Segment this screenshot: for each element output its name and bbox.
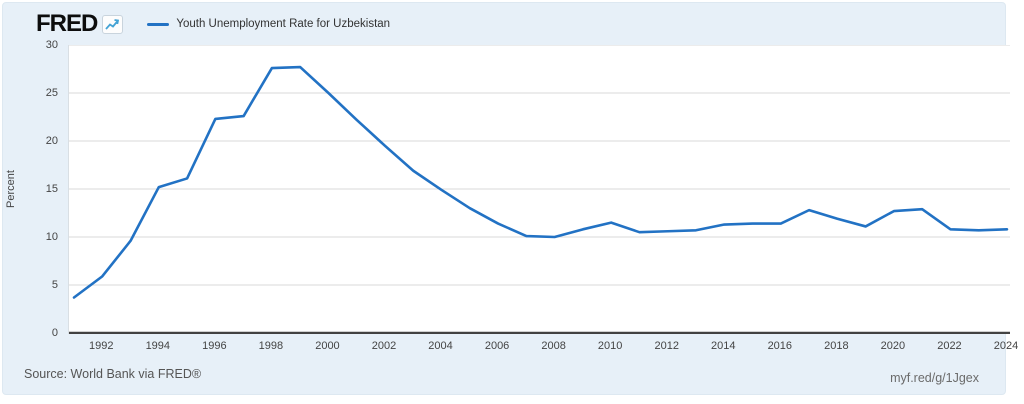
legend: Youth Unemployment Rate for Uzbekistan bbox=[147, 18, 390, 30]
x-tick-label: 1996 bbox=[202, 340, 227, 352]
gridlines bbox=[69, 45, 1010, 334]
y-tick-label: 15 bbox=[45, 182, 58, 195]
x-tick-label: 2010 bbox=[597, 340, 623, 352]
legend-line-swatch bbox=[147, 22, 170, 26]
x-tick-label: 1998 bbox=[258, 340, 284, 352]
permalink-url[interactable]: myf.red/g/1Jgex bbox=[890, 371, 979, 385]
x-tick-label: 2022 bbox=[937, 340, 962, 352]
y-tick-label: 0 bbox=[51, 326, 58, 339]
y-tick-label: 30 bbox=[45, 38, 58, 51]
data-line-series[interactable] bbox=[72, 65, 1009, 299]
fred-graph-icon[interactable] bbox=[102, 14, 124, 34]
chart-header: FRED Youth Unemployment Rate for Uzbekis… bbox=[36, 9, 390, 39]
source-attribution: Source: World Bank via FRED® bbox=[24, 367, 202, 381]
y-axis-title: Percent bbox=[5, 170, 17, 208]
x-tick-label: 2004 bbox=[428, 340, 453, 352]
mini-sparkline-icon bbox=[105, 18, 120, 30]
x-tick-label: 2016 bbox=[767, 340, 793, 352]
y-tick-label: 5 bbox=[51, 278, 58, 291]
x-tick-label: 2014 bbox=[711, 340, 736, 352]
x-tick-label: 2012 bbox=[654, 340, 679, 352]
fred-logo[interactable]: FRED bbox=[36, 10, 98, 37]
x-tick-label: 2024 bbox=[993, 340, 1019, 352]
x-tick-label: 1992 bbox=[89, 340, 114, 352]
fred-chart-widget: FRED Youth Unemployment Rate for Uzbekis… bbox=[2, 2, 1018, 395]
x-tick-label: 2020 bbox=[880, 340, 906, 352]
legend-series-label[interactable]: Youth Unemployment Rate for Uzbekistan bbox=[176, 18, 391, 30]
chart-plot-area[interactable] bbox=[68, 45, 1010, 334]
x-tick-label: 1994 bbox=[145, 340, 171, 352]
x-tick-label: 2002 bbox=[371, 340, 397, 352]
y-tick-label: 25 bbox=[45, 86, 58, 99]
x-tick-label: 2000 bbox=[315, 340, 340, 352]
chart-svg bbox=[69, 45, 1010, 334]
y-tick-label: 10 bbox=[45, 230, 58, 243]
y-tick-label: 20 bbox=[45, 134, 58, 147]
x-tick-label: 2006 bbox=[484, 340, 510, 352]
x-tick-label: 2018 bbox=[824, 340, 849, 352]
x-tick-label: 2008 bbox=[541, 340, 566, 352]
